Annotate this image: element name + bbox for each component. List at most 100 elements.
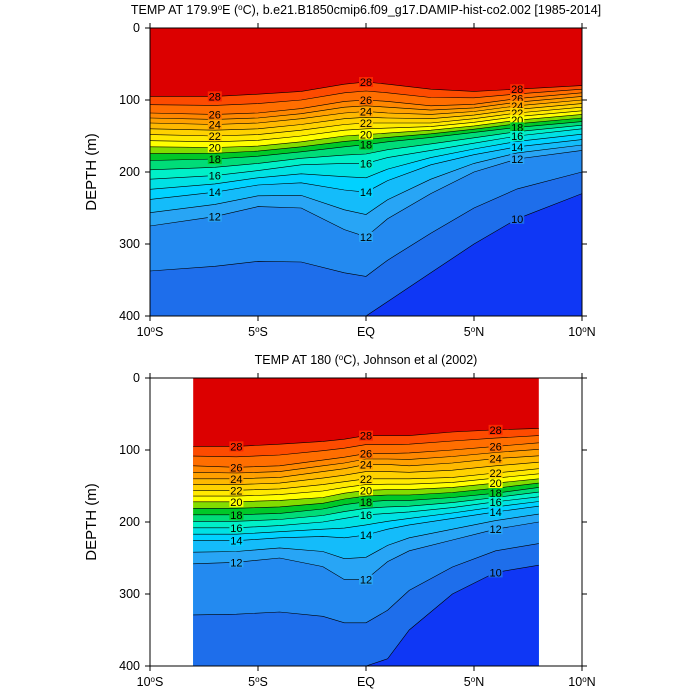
contour-label-bg (207, 154, 222, 165)
y-tick-label: 200 (119, 515, 140, 529)
y-tick-label: 0 (133, 371, 140, 385)
contour-label-bg (359, 496, 373, 507)
contour-label: 10 (511, 214, 523, 226)
y-tick-label: 400 (119, 659, 140, 673)
contour-line-13 (193, 513, 539, 560)
contour-label: 12 (209, 212, 221, 224)
contour-line-27 (193, 435, 539, 458)
contour-line-23 (193, 461, 539, 485)
contour-label-bg (510, 93, 525, 104)
contour-label-bg (207, 187, 222, 198)
contour-label-bg (488, 441, 503, 452)
contour-line-19 (150, 117, 582, 154)
contour-line-15 (193, 501, 539, 535)
contour-label-bg (488, 453, 503, 464)
contour-line-25 (150, 96, 582, 120)
contour-label: 28 (489, 425, 501, 437)
contour-label-bg (207, 142, 222, 153)
x-tick-label: 10oS (137, 675, 164, 689)
contour-label: 26 (209, 109, 221, 121)
contour-label-bg (359, 158, 373, 169)
y-tick-label: 400 (119, 309, 140, 323)
contour-label-bg (359, 574, 373, 585)
x-tick-label: 10oN (568, 325, 595, 339)
panel-top-title: TEMP AT 179.9oE (oC), b.e21.B1850cmip6.f… (131, 3, 601, 17)
contour-label-bg (510, 100, 525, 111)
contour-label-bg (510, 213, 525, 224)
contour-label-bg (488, 468, 503, 479)
contour-label: 28 (511, 84, 523, 96)
contour-line-19 (193, 482, 539, 509)
contour-label: 14 (230, 536, 242, 548)
contour-label-bg (510, 154, 525, 165)
contour-label: 22 (360, 118, 372, 130)
contour-label: 22 (230, 485, 242, 497)
contour-label-bg (359, 430, 373, 441)
contour-label: 20 (360, 130, 372, 142)
contour-label: 12 (489, 524, 501, 536)
contour-label: 26 (489, 441, 501, 453)
contour-line-11 (193, 543, 539, 624)
contour-label: 12 (360, 232, 372, 244)
contour-label-bg (488, 488, 503, 499)
contour-label-bg (207, 211, 222, 222)
contour-label-bg (229, 441, 244, 452)
contour-line-11 (150, 171, 582, 277)
contour-label-bg (229, 496, 244, 507)
contour-label-bg (488, 496, 503, 507)
contour-label: 26 (230, 462, 242, 474)
contour-label: 26 (360, 449, 372, 461)
contour-label: 12 (511, 154, 523, 166)
y-tick-label: 100 (119, 93, 140, 107)
contour-label: 24 (209, 119, 221, 131)
contour-label-bg (229, 462, 244, 473)
contour-label: 14 (360, 530, 372, 542)
contour-label-bg (229, 522, 244, 533)
contour-fill-9 (150, 193, 582, 316)
contour-label-bg (229, 509, 244, 520)
y-tick-label: 300 (119, 237, 140, 251)
contour-label: 16 (511, 131, 523, 143)
contour-label-bg (359, 77, 373, 87)
y-tick-label: 100 (119, 443, 140, 457)
contour-label: 20 (489, 478, 501, 490)
contour-label-bg (510, 115, 525, 126)
contour-label-bg (207, 91, 222, 102)
contour-label-bg (229, 535, 244, 546)
contour-label-bg (229, 485, 244, 496)
panel-bottom: TEMP AT 180 (oC), Johnson et al (2002) 2… (83, 353, 596, 689)
contour-label-bg (359, 129, 373, 140)
contour-line-10 (150, 193, 582, 316)
contour-label-bg (510, 131, 525, 141)
contour-label-bg (488, 506, 503, 517)
contour-line-21 (150, 110, 582, 143)
contour-label-bg (229, 557, 244, 568)
panel-top-axes: 0 100 200 300 400 10oS 5oS EQ 5oN 10oN (119, 21, 596, 339)
contour-label: 24 (230, 474, 242, 486)
contour-label: 16 (360, 158, 372, 170)
contour-label-bg (359, 139, 373, 150)
panel-top: TEMP AT 179.9oE (oC), b.e21.B1850cmip6.f… (83, 3, 601, 339)
contour-label-bg (229, 473, 244, 484)
contour-label-bg (510, 107, 525, 118)
panel-bottom-axes: 0 100 200 300 400 10oS 5oS EQ 5oN 10oN (119, 371, 596, 689)
contour-label-bg (359, 509, 373, 520)
contour-line-15 (150, 133, 582, 190)
contour-label: 28 (209, 91, 221, 103)
contour-label-bg (359, 106, 373, 117)
panel-top-ylabel: DEPTH (m) (83, 133, 100, 211)
panel-bottom-ylabel: DEPTH (m) (83, 483, 100, 561)
contour-label: 10 (489, 567, 501, 579)
contour-label: 28 (230, 441, 242, 453)
contour-label-bg (488, 478, 503, 489)
contour-label-bg (359, 529, 373, 540)
panel-bottom-title: TEMP AT 180 (oC), Johnson et al (2002) (255, 353, 478, 367)
contour-label-bg (207, 109, 222, 120)
contour-line-21 (193, 473, 539, 497)
contour-label-bg (359, 231, 373, 242)
contour-line-10 (193, 564, 539, 666)
y-tick-label: 0 (133, 21, 140, 35)
contour-label-bg (510, 141, 525, 152)
